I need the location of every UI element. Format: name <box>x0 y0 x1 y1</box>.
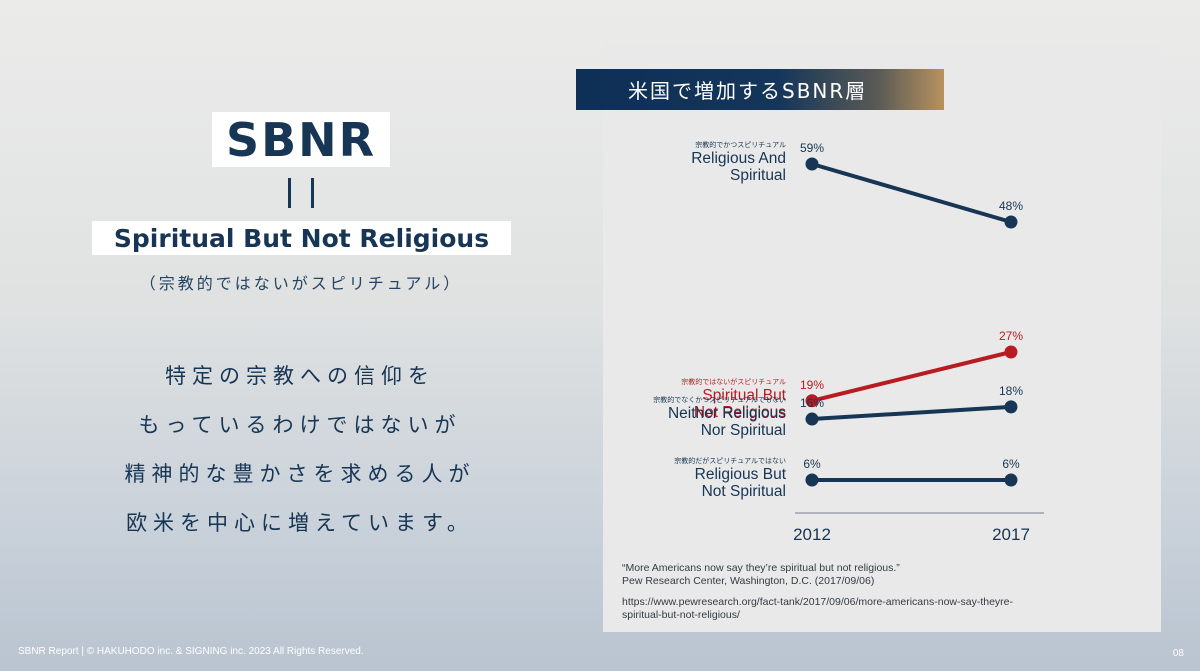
sbnr-abbreviation: SBNR <box>212 112 390 167</box>
data-point <box>805 394 819 408</box>
series-label: Not Spiritual <box>702 483 786 500</box>
data-label: 27% <box>999 329 1023 343</box>
source-publisher: Pew Research Center, Washington, D.C. (2… <box>622 575 875 587</box>
data-label: 48% <box>999 199 1023 213</box>
data-label: 18% <box>999 384 1023 398</box>
sbnr-japanese-name: （宗教的ではないがスピリチュアル） <box>139 274 463 293</box>
series-label-jp: 宗教的でなくかつスピリチュアルでもない <box>653 395 786 404</box>
data-point <box>1004 473 1018 487</box>
x-tick-label: 2017 <box>992 525 1030 544</box>
series-line <box>810 350 1013 403</box>
series-label: Religious And <box>691 150 786 167</box>
data-point <box>805 473 819 487</box>
data-label: 6% <box>1002 457 1020 471</box>
description-line: 特定の宗教への信仰を <box>165 364 435 388</box>
series-label: Neither Religious <box>668 405 786 422</box>
series-label-jp: 宗教的ではないがスピリチュアル <box>681 377 786 386</box>
data-point <box>1004 345 1018 359</box>
data-label: 59% <box>800 141 824 155</box>
series-label-jp: 宗教的だがスピリチュアルではない <box>674 456 786 465</box>
data-point <box>805 412 819 426</box>
series-label: Religious But <box>695 466 787 483</box>
description-line: 精神的な豊かさを求める人が <box>124 462 476 486</box>
x-tick-label: 2012 <box>793 525 831 544</box>
data-point <box>805 157 819 171</box>
series-line <box>810 404 1013 422</box>
description-line: 欧米を中心に増えています。 <box>126 511 474 535</box>
series-label: Not Religious <box>694 404 786 421</box>
series-label: Spiritual <box>730 167 786 184</box>
data-point <box>1004 215 1018 229</box>
description-line: もっているわけではないが <box>138 413 462 437</box>
source-url-continued[interactable]: spiritual-but-not-religious/ <box>622 609 740 621</box>
footer-copyright: SBNR Report | © HAKUHODO inc. & SIGNING … <box>18 646 364 657</box>
data-point <box>1004 400 1018 414</box>
sbnr-full-name: Spiritual But Not Religious <box>92 221 511 255</box>
source-quote: “More Americans now say they’re spiritua… <box>622 562 900 574</box>
data-label: 19% <box>800 378 824 392</box>
equals-sign <box>288 178 314 208</box>
series-label-jp: 宗教的でかつスピリチュアル <box>695 140 786 149</box>
series-line <box>810 162 1013 224</box>
data-label: 6% <box>803 457 821 471</box>
description-text: 特定の宗教への信仰を もっているわけではないが 精神的な豊かさを求める人が 欧米… <box>100 352 500 548</box>
data-label: 16% <box>800 396 824 410</box>
chart-panel <box>603 43 1161 632</box>
left-section: SBNR Spiritual But Not Religious （宗教的ではな… <box>92 112 511 548</box>
series-label: Spiritual But <box>702 387 786 404</box>
source-url[interactable]: https://www.pewresearch.org/fact-tank/20… <box>622 596 1014 608</box>
chart-title: 米国で増加するSBNR層 <box>576 69 944 110</box>
series-label: Nor Spiritual <box>701 422 786 439</box>
page-number: 08 <box>1172 648 1184 659</box>
source-citation: “More Americans now say they’re spiritua… <box>622 562 1142 622</box>
